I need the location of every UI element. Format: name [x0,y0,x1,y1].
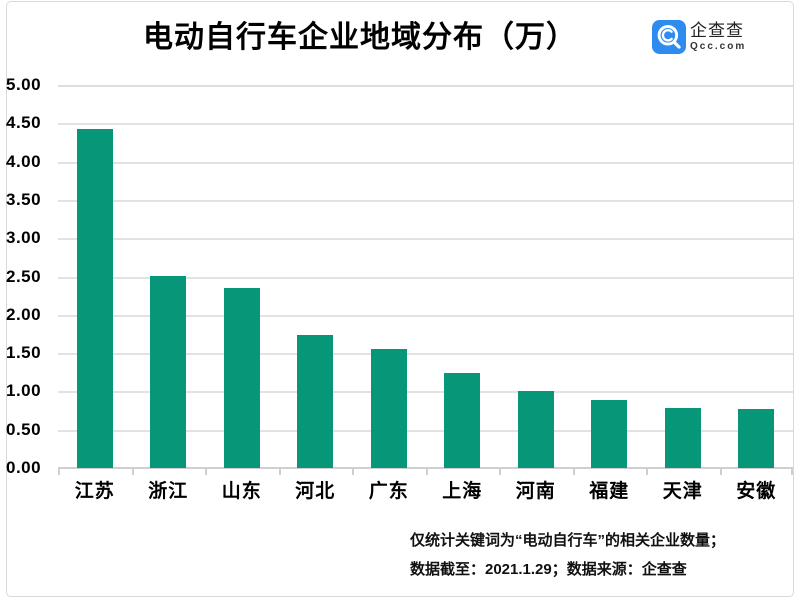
y-tick-label: 5.00 [6,75,42,94]
qcc-logo: 企查查 Qcc.com [652,20,746,54]
gridline [58,391,793,394]
footer-notes: 仅统计关键词为“电动自行车”的相关企业数量； 数据截至：2021.1.29；数据… [410,526,725,584]
bar-广东 [370,348,407,468]
x-axis-tick [425,469,428,475]
bar-浙江 [150,275,187,468]
x-axis-tick [205,469,207,475]
footer-note-scope: 仅统计关键词为“电动自行车”的相关企业数量； [410,532,726,549]
gridline [58,161,793,164]
footer-note-source: 数据截至：2021.1.29；数据来源：企查查 [410,561,687,578]
bar-安徽 [738,409,775,468]
x-axis-tick [791,469,793,475]
x-label-山东: 山东 [221,481,262,502]
x-label-上海: 上海 [442,481,483,502]
bar-福建 [591,399,628,468]
x-axis-tick [352,469,354,475]
bar-上海 [444,373,481,468]
x-axis-tick [572,469,575,475]
x-axis-tick [719,469,722,475]
gridline [58,314,793,317]
y-tick-label: 1.50 [6,343,42,363]
gridline [58,353,793,356]
plot-area [58,85,793,475]
x-label-天津: 天津 [662,481,703,502]
x-label-河南: 河南 [515,481,556,502]
y-tick-label: 4.50 [6,113,42,133]
y-axis: 0.00 0.50 1.00 1.50 2.00 2.50 3.00 3.50 4.00 4.50… [6,75,50,477]
gridline [58,85,793,87]
x-label-广东: 广东 [368,481,409,502]
qcc-logo-text: 企查查 Qcc.com [690,20,747,52]
gridline [58,123,793,126]
bar-河南 [517,391,554,468]
y-tick-label: 3.50 [6,189,42,209]
x-label-河北: 河北 [295,481,336,502]
x-label-安徽: 安徽 [736,481,777,502]
gridline [58,238,793,241]
y-tick-label: 2.00 [6,304,42,324]
x-axis-tick [499,469,501,475]
x-axis-tick [646,469,648,475]
x-label-江苏: 江苏 [74,481,115,502]
qcc-logo-name: 企查查 [690,20,744,40]
qcc-logo-icon [652,20,686,54]
chart-title: 电动自行车企业地域分布（万） [143,21,577,54]
bar-天津 [664,408,701,468]
x-axis-line [58,467,793,469]
y-tick-label: 0.00 [6,458,42,477]
gridline [58,429,793,432]
y-tick-label: 2.50 [6,266,42,286]
y-tick-label: 0.50 [6,419,42,439]
bar-山东 [223,288,260,468]
gridline [58,276,793,279]
qcc-logo-domain: Qcc.com [690,40,747,52]
x-axis-tick [58,469,60,475]
bar-江苏 [76,129,113,468]
x-label-福建: 福建 [589,481,630,502]
bar-河北 [297,335,334,468]
x-axis-labels: 江苏 浙江 山东 河北 广东 上海 河南 福建 天津 安徽 [58,476,793,503]
y-tick-label: 4.00 [6,151,42,171]
x-axis-tick [278,469,281,475]
y-tick-label: 3.00 [6,228,42,248]
x-label-浙江: 浙江 [148,481,189,502]
x-axis-tick [131,469,134,475]
gridline [58,199,793,202]
y-tick-label: 1.00 [6,381,42,401]
